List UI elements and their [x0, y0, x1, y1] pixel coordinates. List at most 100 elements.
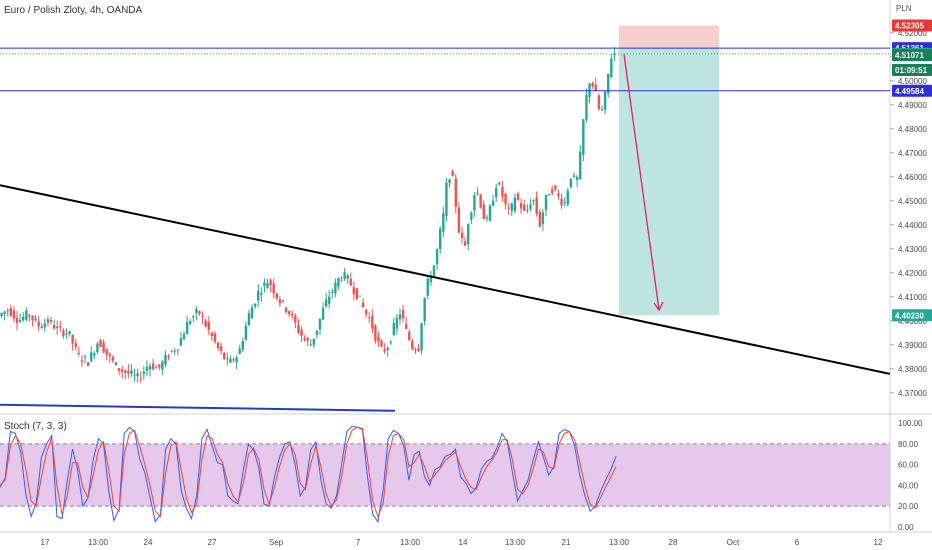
candle-body: [318, 318, 322, 330]
candle-body: [404, 323, 408, 329]
candle-body: [473, 195, 476, 211]
candle-body: [470, 212, 473, 220]
stoch-tick-label: 40.00: [898, 481, 919, 490]
candle-body: [297, 324, 300, 333]
candle-body: [80, 360, 84, 362]
candle-body: [154, 367, 158, 369]
candle-body: [210, 332, 214, 337]
candle-body: [102, 342, 105, 353]
candle-body: [90, 352, 93, 362]
price-tick-label: 4.52000: [898, 29, 927, 38]
candle-body: [303, 338, 306, 341]
candle-body: [501, 186, 504, 197]
candle-body: [380, 340, 383, 347]
candle-body: [457, 207, 461, 233]
candle-body: [585, 95, 588, 120]
candle-body: [83, 356, 87, 358]
candle-body: [278, 299, 282, 304]
candle-body: [575, 176, 579, 180]
candle-body: [454, 178, 457, 207]
price-label-text: 4.49584: [895, 87, 924, 96]
candle-body: [445, 182, 448, 217]
candle-body: [266, 282, 269, 289]
time-tick-label: Oct: [727, 538, 740, 547]
candle-body: [176, 349, 180, 351]
price-label-text: 4.51071: [895, 51, 924, 60]
candle-body: [361, 302, 365, 308]
candle-body: [151, 363, 155, 370]
candle-body: [263, 282, 266, 287]
time-tick-label: 7: [356, 538, 361, 547]
candle-body: [142, 371, 146, 375]
price-label-badge: [892, 64, 932, 76]
candle-body: [219, 346, 223, 352]
candle-body: [294, 315, 297, 323]
time-tick-label: 27: [208, 538, 217, 547]
candle-body: [498, 182, 501, 185]
candle-body: [467, 224, 470, 245]
candle-body: [281, 300, 285, 302]
price-tick-label: 4.49000: [898, 101, 927, 110]
candle-body: [195, 308, 198, 314]
stop-loss-zone: [619, 25, 719, 49]
candle-body: [247, 313, 251, 326]
candle-body: [324, 299, 328, 307]
stoch-title-box: Stoch (7, 3, 3): [4, 421, 67, 432]
candle-body: [420, 323, 423, 351]
candle-body: [93, 353, 96, 356]
candle-body: [597, 95, 601, 110]
price-tick-label: 4.38000: [898, 365, 927, 374]
candle-body: [59, 326, 62, 328]
time-tick-label: 13:00: [88, 538, 109, 547]
candle-body: [257, 290, 260, 301]
candle-body: [124, 370, 127, 373]
price-tick-label: 4.45000: [898, 197, 927, 206]
candle-body: [86, 362, 90, 366]
candle-body: [232, 359, 235, 361]
candle-body: [226, 358, 229, 360]
candle-body: [504, 193, 507, 205]
candle-body: [460, 232, 464, 239]
candle-body: [18, 320, 22, 322]
candle-body: [136, 373, 139, 377]
candle-body: [3, 311, 6, 315]
candle-body: [21, 316, 25, 321]
candle-body: [340, 279, 343, 281]
candle-body: [105, 348, 108, 355]
candle-body: [566, 190, 569, 205]
candle-body: [386, 348, 389, 351]
candle-body: [371, 315, 374, 329]
candle-body: [429, 277, 433, 283]
candle-body: [312, 338, 316, 345]
candle-body: [52, 324, 56, 329]
candle-body: [435, 249, 439, 265]
candle-body: [127, 370, 130, 374]
candle-body: [377, 336, 380, 342]
candle-body: [238, 348, 241, 354]
forecast-arrowhead: [653, 301, 664, 312]
candle-body: [510, 203, 513, 211]
candle-body: [300, 329, 303, 336]
candle-body: [541, 212, 545, 225]
candle-body: [529, 204, 532, 210]
candle-body: [349, 278, 352, 286]
candle-body: [485, 217, 489, 219]
candle-body: [383, 348, 386, 352]
lower-channel-line: [0, 403, 396, 412]
candle-body: [216, 342, 220, 349]
candle-body: [167, 356, 170, 358]
time-tick-label: 13:00: [505, 538, 526, 547]
candle-body: [99, 340, 102, 347]
candle-body: [173, 350, 176, 352]
candle-body: [37, 321, 40, 327]
candle-body: [6, 310, 9, 312]
candle-body: [269, 280, 272, 286]
candle-body: [572, 175, 576, 177]
price-tick-label: 4.44000: [898, 221, 927, 230]
candle-body: [439, 228, 442, 250]
candle-body: [538, 212, 541, 227]
candle-body: [287, 311, 291, 315]
stoch-tick-label: 0.00: [898, 523, 914, 532]
candle-body: [417, 348, 420, 351]
